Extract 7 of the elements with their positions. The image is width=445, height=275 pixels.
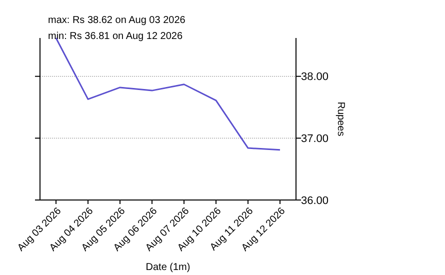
- y-axis-title: Rupees: [335, 102, 346, 136]
- text: max: Rs 38.62 on Aug 03 2026: [48, 15, 186, 26]
- annotation: min: Rs 36.81 on Aug 12 2026: [48, 31, 183, 42]
- y-tick-label: 36.00: [301, 194, 329, 207]
- y-tick-label: 38.00: [301, 71, 329, 84]
- y-tick-label: 37.00: [301, 133, 329, 146]
- x-axis-title: Date (1m): [146, 262, 190, 273]
